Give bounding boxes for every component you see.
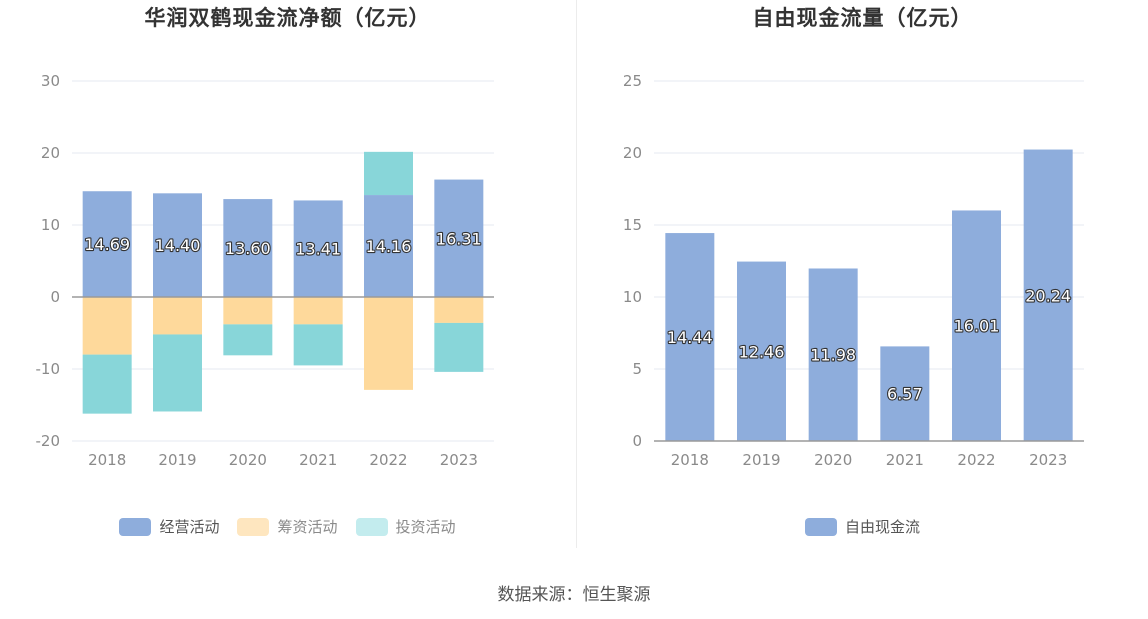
x-tick-label: 2021: [299, 451, 337, 469]
data-label: 11.98: [810, 346, 856, 365]
y-tick-label: 15: [623, 216, 642, 234]
y-tick-label: 0: [632, 432, 642, 450]
legend-swatch: [804, 517, 837, 536]
bar-investing: [82, 354, 132, 414]
bar-investing: [364, 151, 413, 196]
x-tick-label: 2018: [88, 451, 126, 469]
bar: [808, 268, 858, 441]
y-tick-label: 0: [50, 288, 60, 306]
bar-operating: [82, 191, 132, 297]
legend-item-financing[interactable]: 筹资活动: [237, 516, 338, 537]
bar-investing: [434, 322, 484, 372]
bar-operating: [223, 199, 273, 297]
legend: 自由现金流: [577, 516, 1148, 537]
y-tick-label: 30: [41, 72, 60, 90]
data-label: 13.41: [295, 240, 341, 259]
data-label: 16.01: [954, 317, 1000, 336]
bar-financing: [293, 297, 343, 325]
data-label: 14.40: [155, 236, 201, 255]
legend-label: 自由现金流: [844, 518, 920, 536]
legend-label: 投资活动: [395, 518, 456, 536]
y-tick-label: 25: [623, 72, 642, 90]
legend-swatch: [119, 517, 152, 536]
legend-swatch: [355, 517, 388, 536]
y-tick-label: -20: [36, 432, 61, 450]
y-tick-label: 10: [41, 216, 60, 234]
x-tick-label: 2021: [886, 451, 924, 469]
x-tick-label: 2020: [814, 451, 852, 469]
bar-operating: [434, 179, 484, 297]
bar-operating: [293, 200, 343, 297]
cashflow-net-chart: 华润双鹤现金流净额（亿元） 30 20 10 0 -10 -20 2018 2019 2020 2…: [0, 0, 575, 560]
y-tick-label: 5: [632, 360, 642, 378]
x-tick-label: 2023: [440, 451, 478, 469]
bar: [880, 346, 930, 441]
x-tick-label: 2022: [957, 451, 995, 469]
legend: 经营活动 筹资活动 投资活动: [0, 516, 575, 537]
chart-title: 自由现金流量（亿元）: [752, 6, 973, 30]
bar-financing: [434, 297, 484, 323]
data-label: 20.24: [1025, 286, 1071, 305]
bar: [952, 210, 1001, 441]
bar-investing: [223, 324, 273, 356]
bar: [665, 233, 715, 441]
bar-operating: [364, 195, 413, 297]
bar-investing: [153, 334, 202, 412]
y-tick-label: 20: [41, 144, 60, 162]
data-label: 14.16: [366, 237, 412, 256]
x-tick-label: 2020: [229, 451, 267, 469]
panel-divider: [576, 0, 577, 548]
bar: [737, 261, 786, 441]
bar-financing: [82, 297, 132, 355]
data-label: 16.31: [436, 229, 482, 248]
free-cashflow-plot: 25 20 15 10 5 0 2018 2019 2020 2021 2022 2023 14.44 1…: [623, 72, 1084, 469]
bar-operating: [153, 193, 202, 297]
legend-item-investing[interactable]: 投资活动: [355, 516, 456, 537]
x-tick-label: 2022: [369, 451, 407, 469]
free-cashflow-chart: 自由现金流量（亿元） 25 20 15 10 5 0 2018 2019 2020 2021 202…: [577, 0, 1148, 560]
x-tick-label: 2019: [158, 451, 196, 469]
x-tick-label: 2018: [671, 451, 709, 469]
legend-item-operating[interactable]: 经营活动: [119, 516, 219, 537]
bar-investing: [293, 324, 343, 366]
cashflow-net-plot: 30 20 10 0 -10 -20 2018 2019 2020 2021 2022 2023 14.…: [36, 72, 494, 469]
legend-item-free-cashflow[interactable]: 自由现金流: [804, 516, 920, 537]
legend-label: 筹资活动: [277, 518, 338, 536]
y-tick-label: 20: [623, 144, 642, 162]
legend-label: 经营活动: [159, 518, 220, 536]
y-tick-label: 10: [623, 288, 642, 306]
bar: [1023, 149, 1073, 441]
x-tick-label: 2019: [742, 451, 780, 469]
chart-title: 华润双鹤现金流净额（亿元）: [144, 6, 431, 30]
y-tick-label: -10: [36, 360, 61, 378]
bar-financing: [364, 297, 413, 390]
bar-financing: [223, 297, 273, 325]
data-label: 14.44: [667, 328, 713, 347]
data-label: 12.46: [739, 342, 785, 361]
x-tick-label: 2023: [1029, 451, 1067, 469]
legend-swatch: [237, 517, 270, 536]
data-label: 14.69: [84, 235, 130, 254]
data-label: 6.57: [887, 385, 923, 404]
bar-financing: [153, 297, 202, 335]
data-label: 13.60: [225, 239, 271, 258]
data-source: 数据来源：恒生聚源: [497, 585, 651, 605]
